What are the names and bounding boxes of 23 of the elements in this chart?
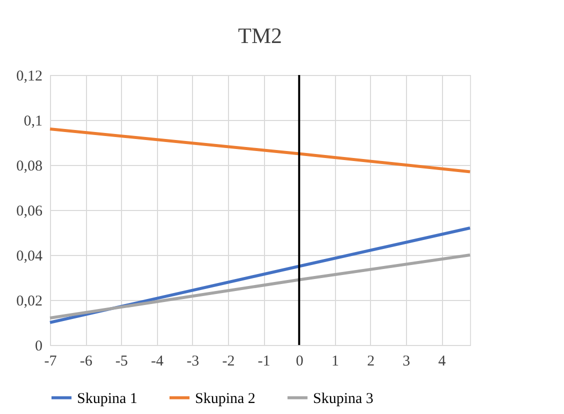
x-tick-label: -4 xyxy=(151,354,164,370)
legend-label: Skupina 3 xyxy=(313,390,374,407)
x-tick-label: 2 xyxy=(367,354,375,370)
legend-label: Skupina 1 xyxy=(77,390,138,407)
x-tick-label: -5 xyxy=(115,354,128,370)
legend-label: Skupina 2 xyxy=(195,390,256,407)
x-tick-label: -2 xyxy=(222,354,235,370)
y-tick-label: 0,04 xyxy=(16,248,43,264)
y-tick-label: 0,02 xyxy=(16,294,42,310)
x-tick-label: 4 xyxy=(438,354,446,370)
x-tick-label: -3 xyxy=(186,354,200,370)
y-tick-label: 0,1 xyxy=(24,114,42,130)
x-tick-label: 0 xyxy=(296,354,304,370)
y-tick-label: 0,08 xyxy=(16,158,42,174)
y-tick-label: 0,12 xyxy=(16,68,42,84)
x-tick-label: -6 xyxy=(80,354,93,370)
chart-title: TM2 xyxy=(238,23,282,48)
x-tick-label: 1 xyxy=(331,354,339,370)
x-tick-label: -7 xyxy=(44,354,58,370)
y-tick-label: 0,06 xyxy=(16,204,43,220)
y-tick-label: 0 xyxy=(35,338,42,354)
x-tick-label: 3 xyxy=(402,354,410,370)
x-tick-label: -1 xyxy=(258,354,270,370)
